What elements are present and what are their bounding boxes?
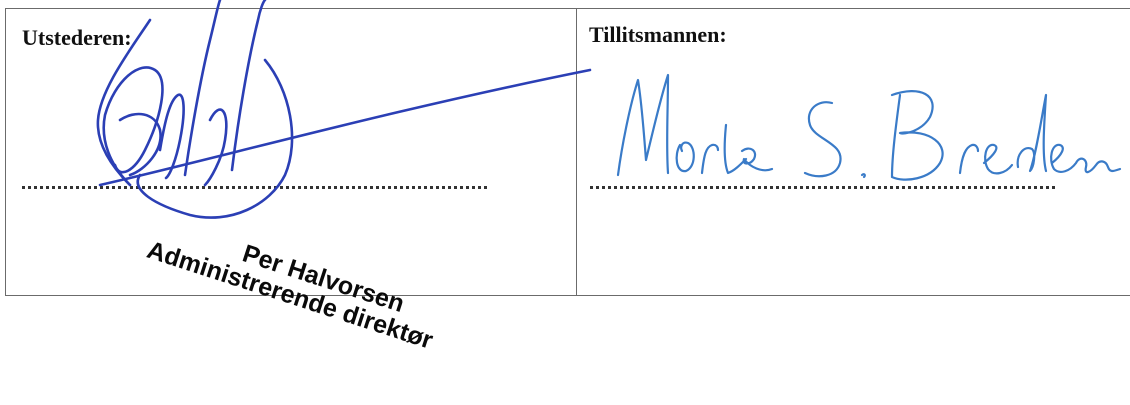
signature-table: [5, 8, 1130, 296]
trustee-label: Tillitsmannen:: [589, 22, 727, 47]
issuer-signature-line: [22, 186, 487, 189]
issuer-signature: [96, 0, 592, 219]
trustee-signature: [616, 73, 1122, 181]
column-divider: [576, 8, 577, 296]
issuer-label: Utstederen:: [22, 25, 132, 50]
trustee-signature-line: [590, 186, 1055, 189]
